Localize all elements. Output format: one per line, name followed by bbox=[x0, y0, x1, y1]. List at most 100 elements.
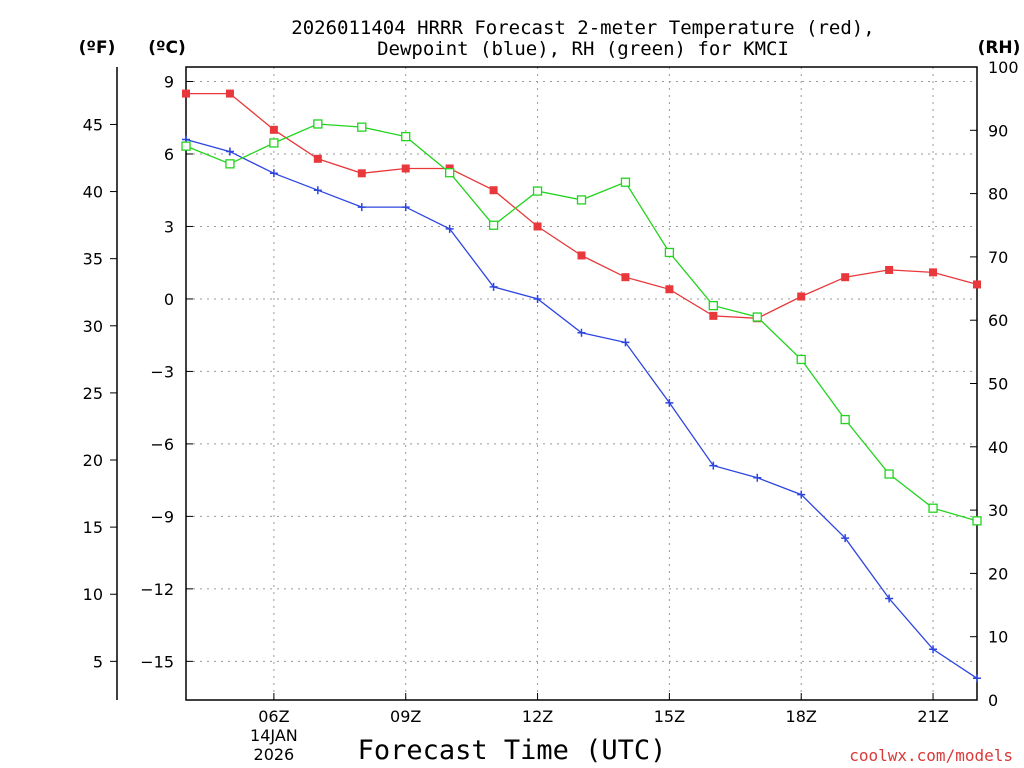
temperature-point bbox=[929, 268, 938, 277]
x-tick-label: 21Z bbox=[917, 707, 948, 726]
x-tick-label: 09Z bbox=[390, 707, 421, 726]
dewpoint-point bbox=[621, 338, 630, 347]
temperature-point bbox=[182, 89, 190, 98]
rh-point bbox=[884, 469, 894, 479]
temperature-point bbox=[973, 280, 981, 289]
rh-point bbox=[796, 354, 806, 365]
temperature-point bbox=[401, 164, 410, 173]
temperature-point bbox=[533, 222, 542, 231]
celsius-tick-label: −9 bbox=[150, 507, 174, 526]
x-tick-label: 18Z bbox=[786, 707, 817, 726]
rh-tick-label: 50 bbox=[988, 375, 1008, 394]
dewpoint-point bbox=[577, 328, 586, 337]
temperature-point bbox=[269, 125, 278, 134]
rh-point bbox=[972, 516, 982, 526]
celsius-tick-label: 9 bbox=[164, 72, 174, 91]
dewpoint-line bbox=[185, 138, 978, 679]
rh-tick-label: 10 bbox=[988, 628, 1008, 647]
rh-point bbox=[928, 503, 938, 513]
rh-point bbox=[532, 186, 543, 196]
dewpoint-point bbox=[225, 147, 234, 156]
rh-unit-label: (RH) bbox=[978, 38, 1021, 58]
rh-point bbox=[445, 168, 455, 178]
temperature-point bbox=[313, 154, 322, 163]
dewpoint-point bbox=[357, 203, 366, 212]
x-axis-title: Forecast Time (UTC) bbox=[358, 735, 667, 766]
rh-point bbox=[576, 195, 587, 205]
rh-tick-label: 40 bbox=[988, 438, 1008, 457]
fahrenheit-tick-label: 35 bbox=[83, 250, 103, 269]
rh-tick-label: 100 bbox=[988, 58, 1019, 77]
rh-point bbox=[488, 220, 499, 230]
temperature-point bbox=[797, 292, 806, 301]
dewpoint-point bbox=[533, 294, 542, 303]
rh-line bbox=[185, 123, 978, 522]
temperature-point bbox=[577, 251, 586, 260]
dewpoint-point bbox=[401, 203, 410, 212]
x-tick-date-label: 14JAN bbox=[250, 726, 298, 745]
rh-point bbox=[664, 247, 675, 258]
fahrenheit-tick-label: 5 bbox=[93, 652, 103, 671]
temperature-point bbox=[665, 285, 674, 294]
celsius-tick-label: −15 bbox=[140, 652, 174, 671]
rh-point bbox=[225, 159, 235, 169]
chart-title-line-2: Dewpoint (blue), RH (green) for KMCI bbox=[377, 38, 789, 60]
celsius-tick-label: −3 bbox=[150, 362, 174, 381]
rh-point bbox=[181, 141, 191, 151]
dewpoint-point bbox=[665, 398, 674, 407]
temperature-point bbox=[885, 265, 894, 274]
temperature-point bbox=[841, 273, 850, 282]
fahrenheit-tick-label: 45 bbox=[83, 115, 103, 134]
rh-point bbox=[620, 177, 631, 187]
dewpoint-point bbox=[489, 282, 498, 291]
rh-tick-label: 30 bbox=[988, 501, 1008, 520]
dewpoint-point bbox=[753, 473, 762, 482]
rh-point bbox=[752, 312, 762, 322]
dewpoint-point bbox=[929, 645, 938, 654]
dewpoint-point bbox=[797, 490, 806, 499]
rh-point bbox=[313, 119, 323, 129]
x-tick-label: 15Z bbox=[654, 707, 685, 726]
rh-tick-label: 60 bbox=[988, 311, 1008, 330]
temperature-point bbox=[225, 89, 234, 98]
celsius-tick-label: 6 bbox=[164, 145, 174, 164]
temperature-point bbox=[709, 311, 718, 320]
dewpoint-point bbox=[269, 169, 278, 178]
celsius-unit-label: (ºC) bbox=[148, 38, 186, 58]
dewpoint-point bbox=[973, 674, 981, 683]
x-tick-label: 06Z bbox=[258, 707, 289, 726]
fahrenheit-tick-label: 40 bbox=[83, 183, 103, 202]
dewpoint-point bbox=[885, 594, 894, 603]
fahrenheit-tick-label: 20 bbox=[83, 451, 103, 470]
grid-lines bbox=[186, 67, 977, 700]
rh-point bbox=[708, 300, 718, 311]
celsius-tick-label: 0 bbox=[164, 290, 174, 309]
x-tick-date-label: 2026 bbox=[254, 745, 295, 764]
rh-point bbox=[840, 414, 850, 425]
fahrenheit-tick-label: 15 bbox=[83, 518, 103, 537]
dewpoint-point bbox=[841, 534, 850, 543]
x-tick-label: 12Z bbox=[522, 707, 553, 726]
rh-point bbox=[269, 138, 279, 148]
chart-title-line-1: 2026011404 HRRR Forecast 2-meter Tempera… bbox=[291, 17, 874, 39]
rh-tick-label: 0 bbox=[988, 691, 998, 710]
axis-ticks-and-labels: 9630−3−6−9−12−15454035302520151051009080… bbox=[83, 58, 1019, 764]
rh-tick-label: 90 bbox=[988, 121, 1008, 140]
rh-tick-label: 20 bbox=[988, 564, 1008, 583]
dewpoint-point bbox=[445, 224, 454, 233]
credit-text: coolwx.com/models bbox=[849, 746, 1013, 765]
temperature-line bbox=[186, 92, 978, 319]
rh-tick-label: 80 bbox=[988, 185, 1008, 204]
fahrenheit-unit-label: (ºF) bbox=[79, 38, 116, 58]
celsius-tick-label: 3 bbox=[164, 217, 174, 236]
temperature-point bbox=[489, 186, 498, 195]
fahrenheit-tick-label: 25 bbox=[83, 384, 103, 403]
dewpoint-point bbox=[313, 186, 322, 195]
fahrenheit-tick-label: 10 bbox=[83, 585, 103, 604]
rh-tick-label: 70 bbox=[988, 248, 1008, 267]
dewpoint-point bbox=[709, 461, 718, 470]
rh-point bbox=[357, 122, 367, 132]
temperature-point bbox=[357, 169, 366, 178]
celsius-tick-label: −12 bbox=[140, 580, 174, 599]
